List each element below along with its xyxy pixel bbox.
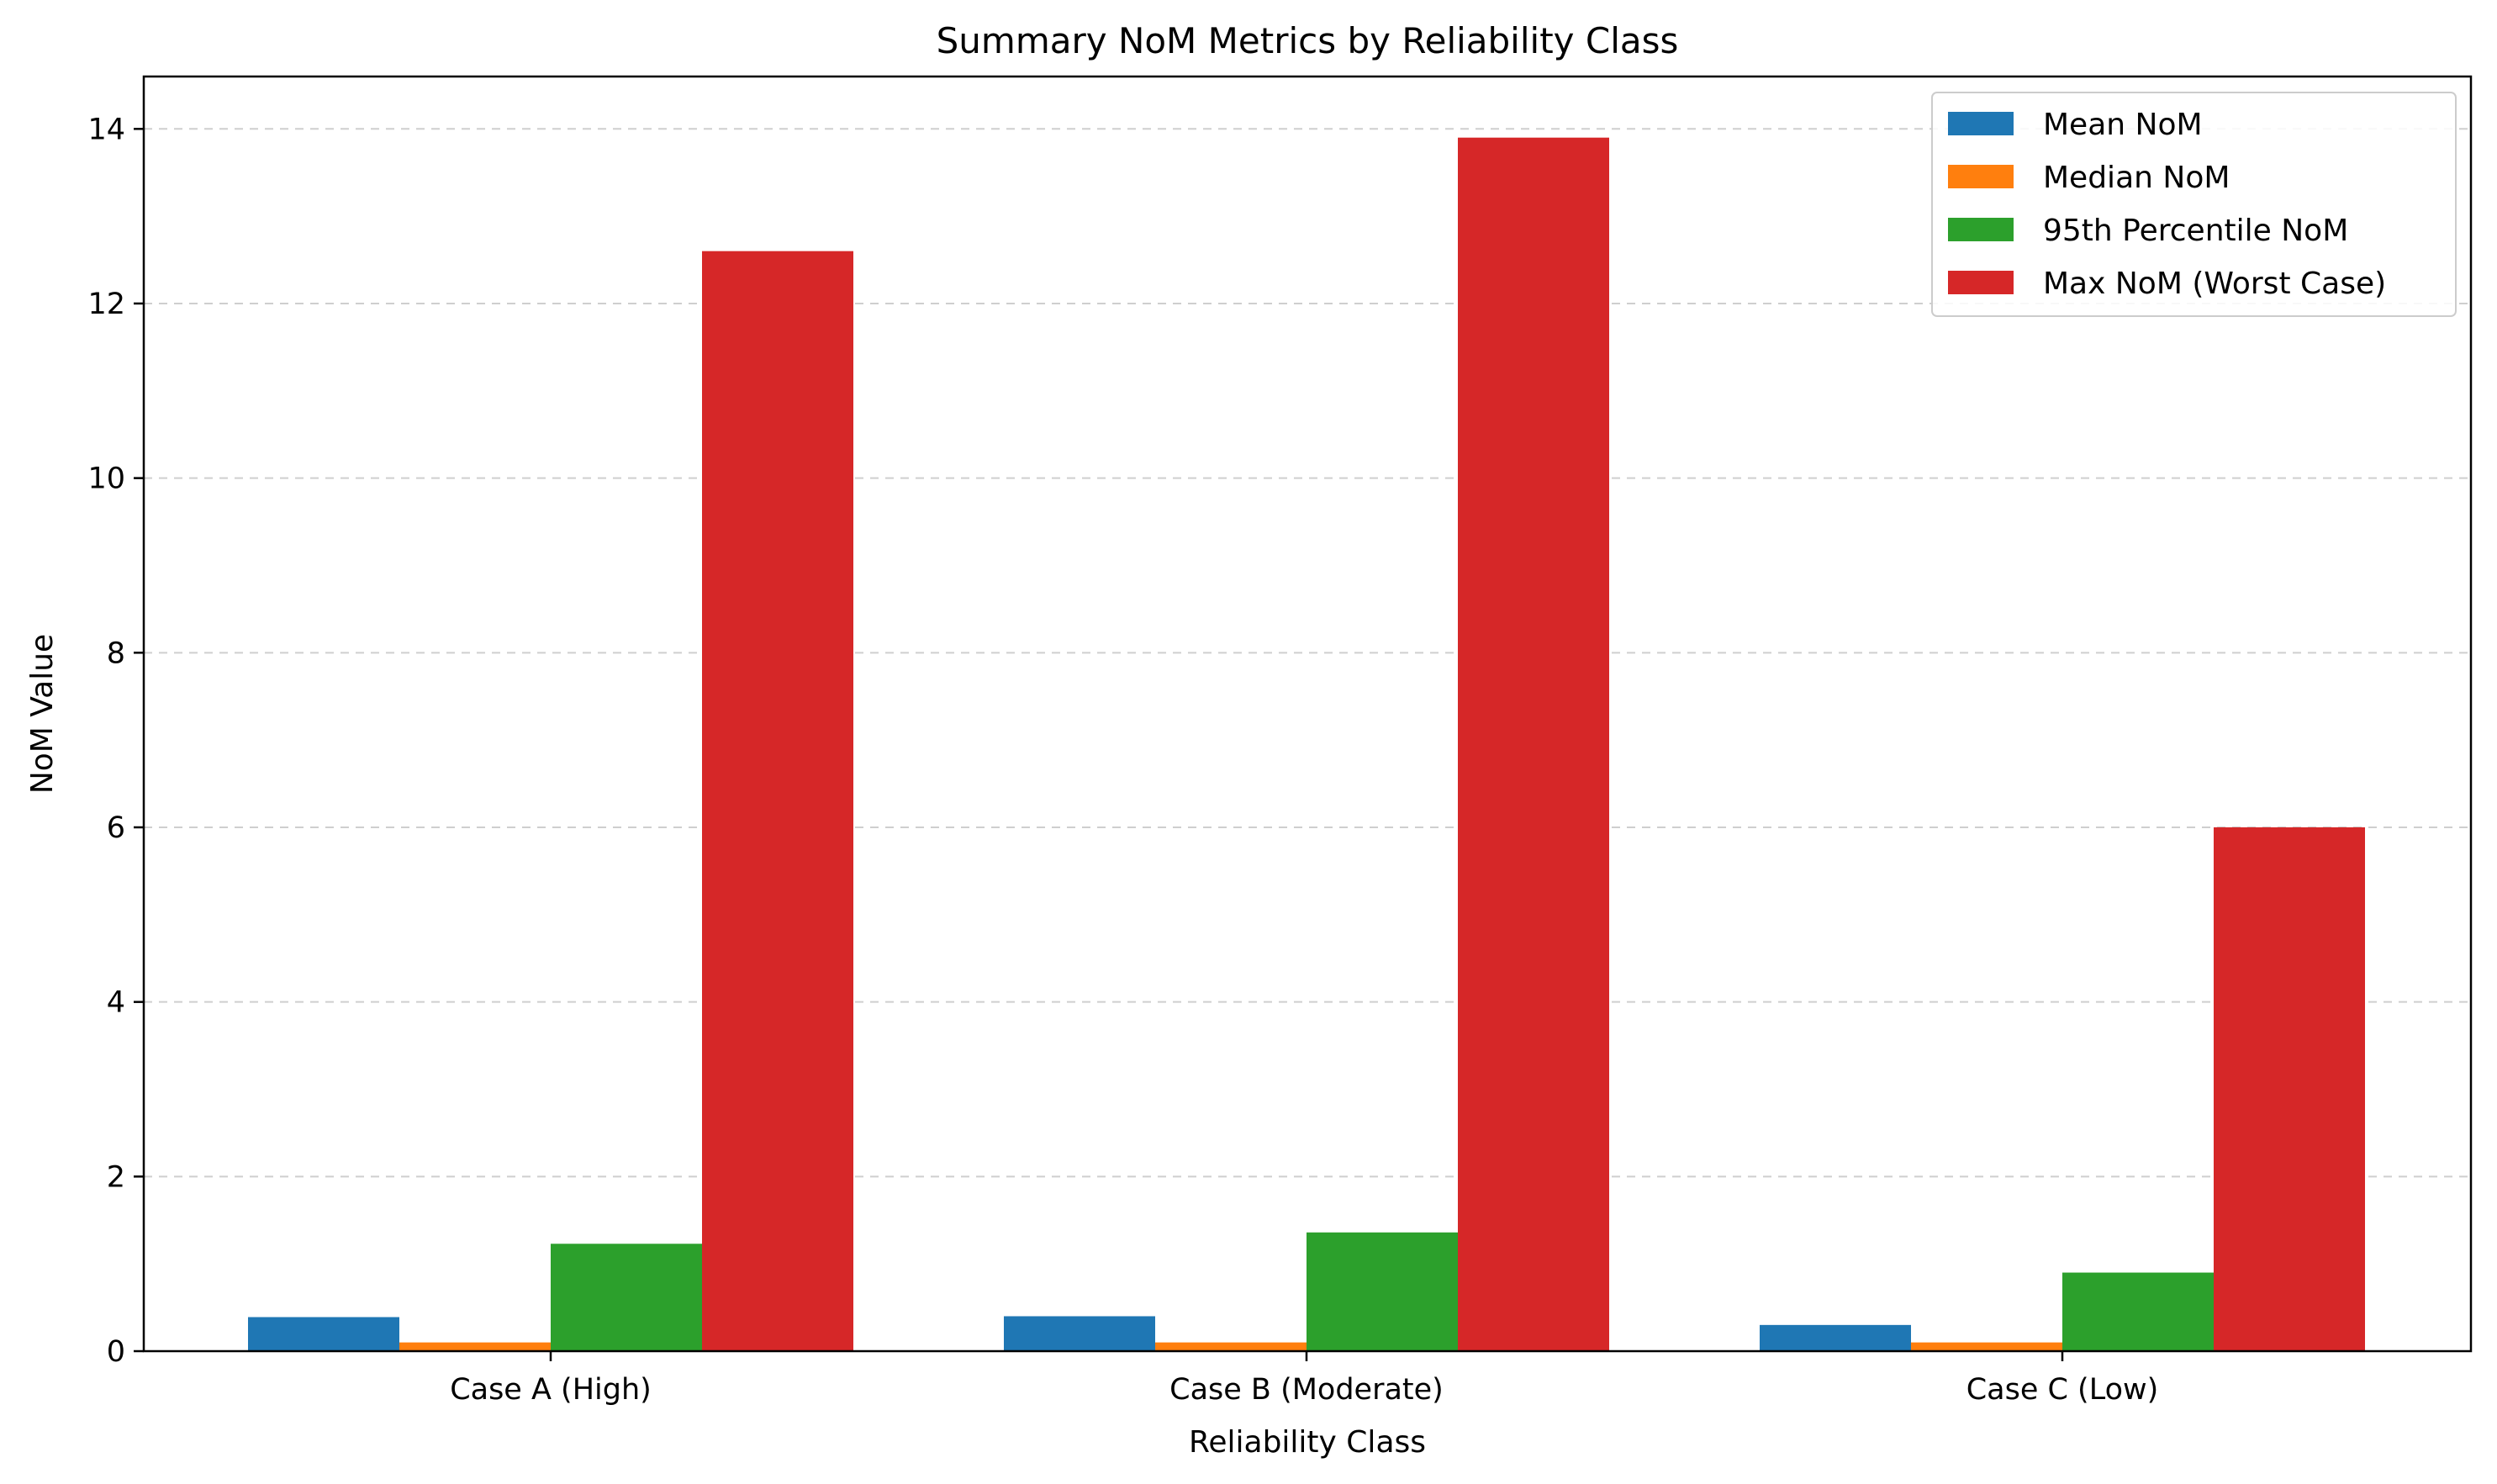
bar-max-nom-worst-case-1 bbox=[702, 251, 853, 1351]
bar-median-nom-1 bbox=[399, 1342, 551, 1351]
x-tick-label: Case B (Moderate) bbox=[1169, 1373, 1444, 1407]
x-axis-label: Reliability Class bbox=[1189, 1425, 1426, 1460]
x-tick-label: Case C (Low) bbox=[1966, 1373, 2159, 1407]
y-tick-label: 0 bbox=[107, 1335, 125, 1369]
y-tick-label: 12 bbox=[87, 288, 125, 321]
bars bbox=[248, 137, 2365, 1351]
y-tick-label: 4 bbox=[107, 986, 125, 1020]
chart-title: Summary NoM Metrics by Reliability Class bbox=[937, 20, 1679, 61]
legend-label: 95th Percentile NoM bbox=[2043, 214, 2348, 248]
legend-label: Median NoM bbox=[2043, 161, 2230, 195]
legend-swatch bbox=[1948, 165, 2014, 188]
x-tick-label: Case A (High) bbox=[450, 1373, 652, 1407]
legend: Mean NoM Median NoM 95th Percentile NoM Max… bbox=[1931, 92, 2457, 317]
bar-95th-percentile-nom-3 bbox=[2062, 1272, 2214, 1351]
legend-label: Mean NoM bbox=[2043, 108, 2203, 142]
y-axis-ticks: 0 2 4 6 8 10 12 14 bbox=[87, 113, 144, 1369]
y-axis-label: NoM Value bbox=[25, 634, 60, 794]
bar-95th-percentile-nom-2 bbox=[1307, 1232, 1458, 1351]
y-tick-label: 8 bbox=[107, 636, 125, 670]
bar-median-nom-3 bbox=[1911, 1342, 2062, 1351]
legend-swatch bbox=[1948, 218, 2014, 241]
bar-median-nom-2 bbox=[1155, 1342, 1307, 1351]
legend-swatch bbox=[1948, 271, 2014, 294]
legend-swatch bbox=[1948, 112, 2014, 135]
bar-max-nom-worst-case-3 bbox=[2214, 826, 2365, 1351]
bar-mean-nom-2 bbox=[1004, 1316, 1155, 1351]
x-axis-ticks: Case A (High) Case B (Moderate) Case C (Lo… bbox=[450, 1351, 2158, 1407]
legend-label: Max NoM (Worst Case) bbox=[2043, 267, 2386, 301]
legend-box bbox=[1931, 92, 2457, 317]
bar-mean-nom-1 bbox=[248, 1317, 399, 1351]
y-tick-label: 14 bbox=[87, 113, 125, 146]
bar-95th-percentile-nom-1 bbox=[551, 1244, 702, 1351]
y-tick-label: 10 bbox=[87, 462, 125, 496]
bar-mean-nom-3 bbox=[1760, 1324, 1911, 1351]
y-tick-label: 6 bbox=[107, 811, 125, 845]
y-tick-label: 2 bbox=[107, 1160, 125, 1194]
bar-max-nom-worst-case-2 bbox=[1458, 137, 1609, 1351]
